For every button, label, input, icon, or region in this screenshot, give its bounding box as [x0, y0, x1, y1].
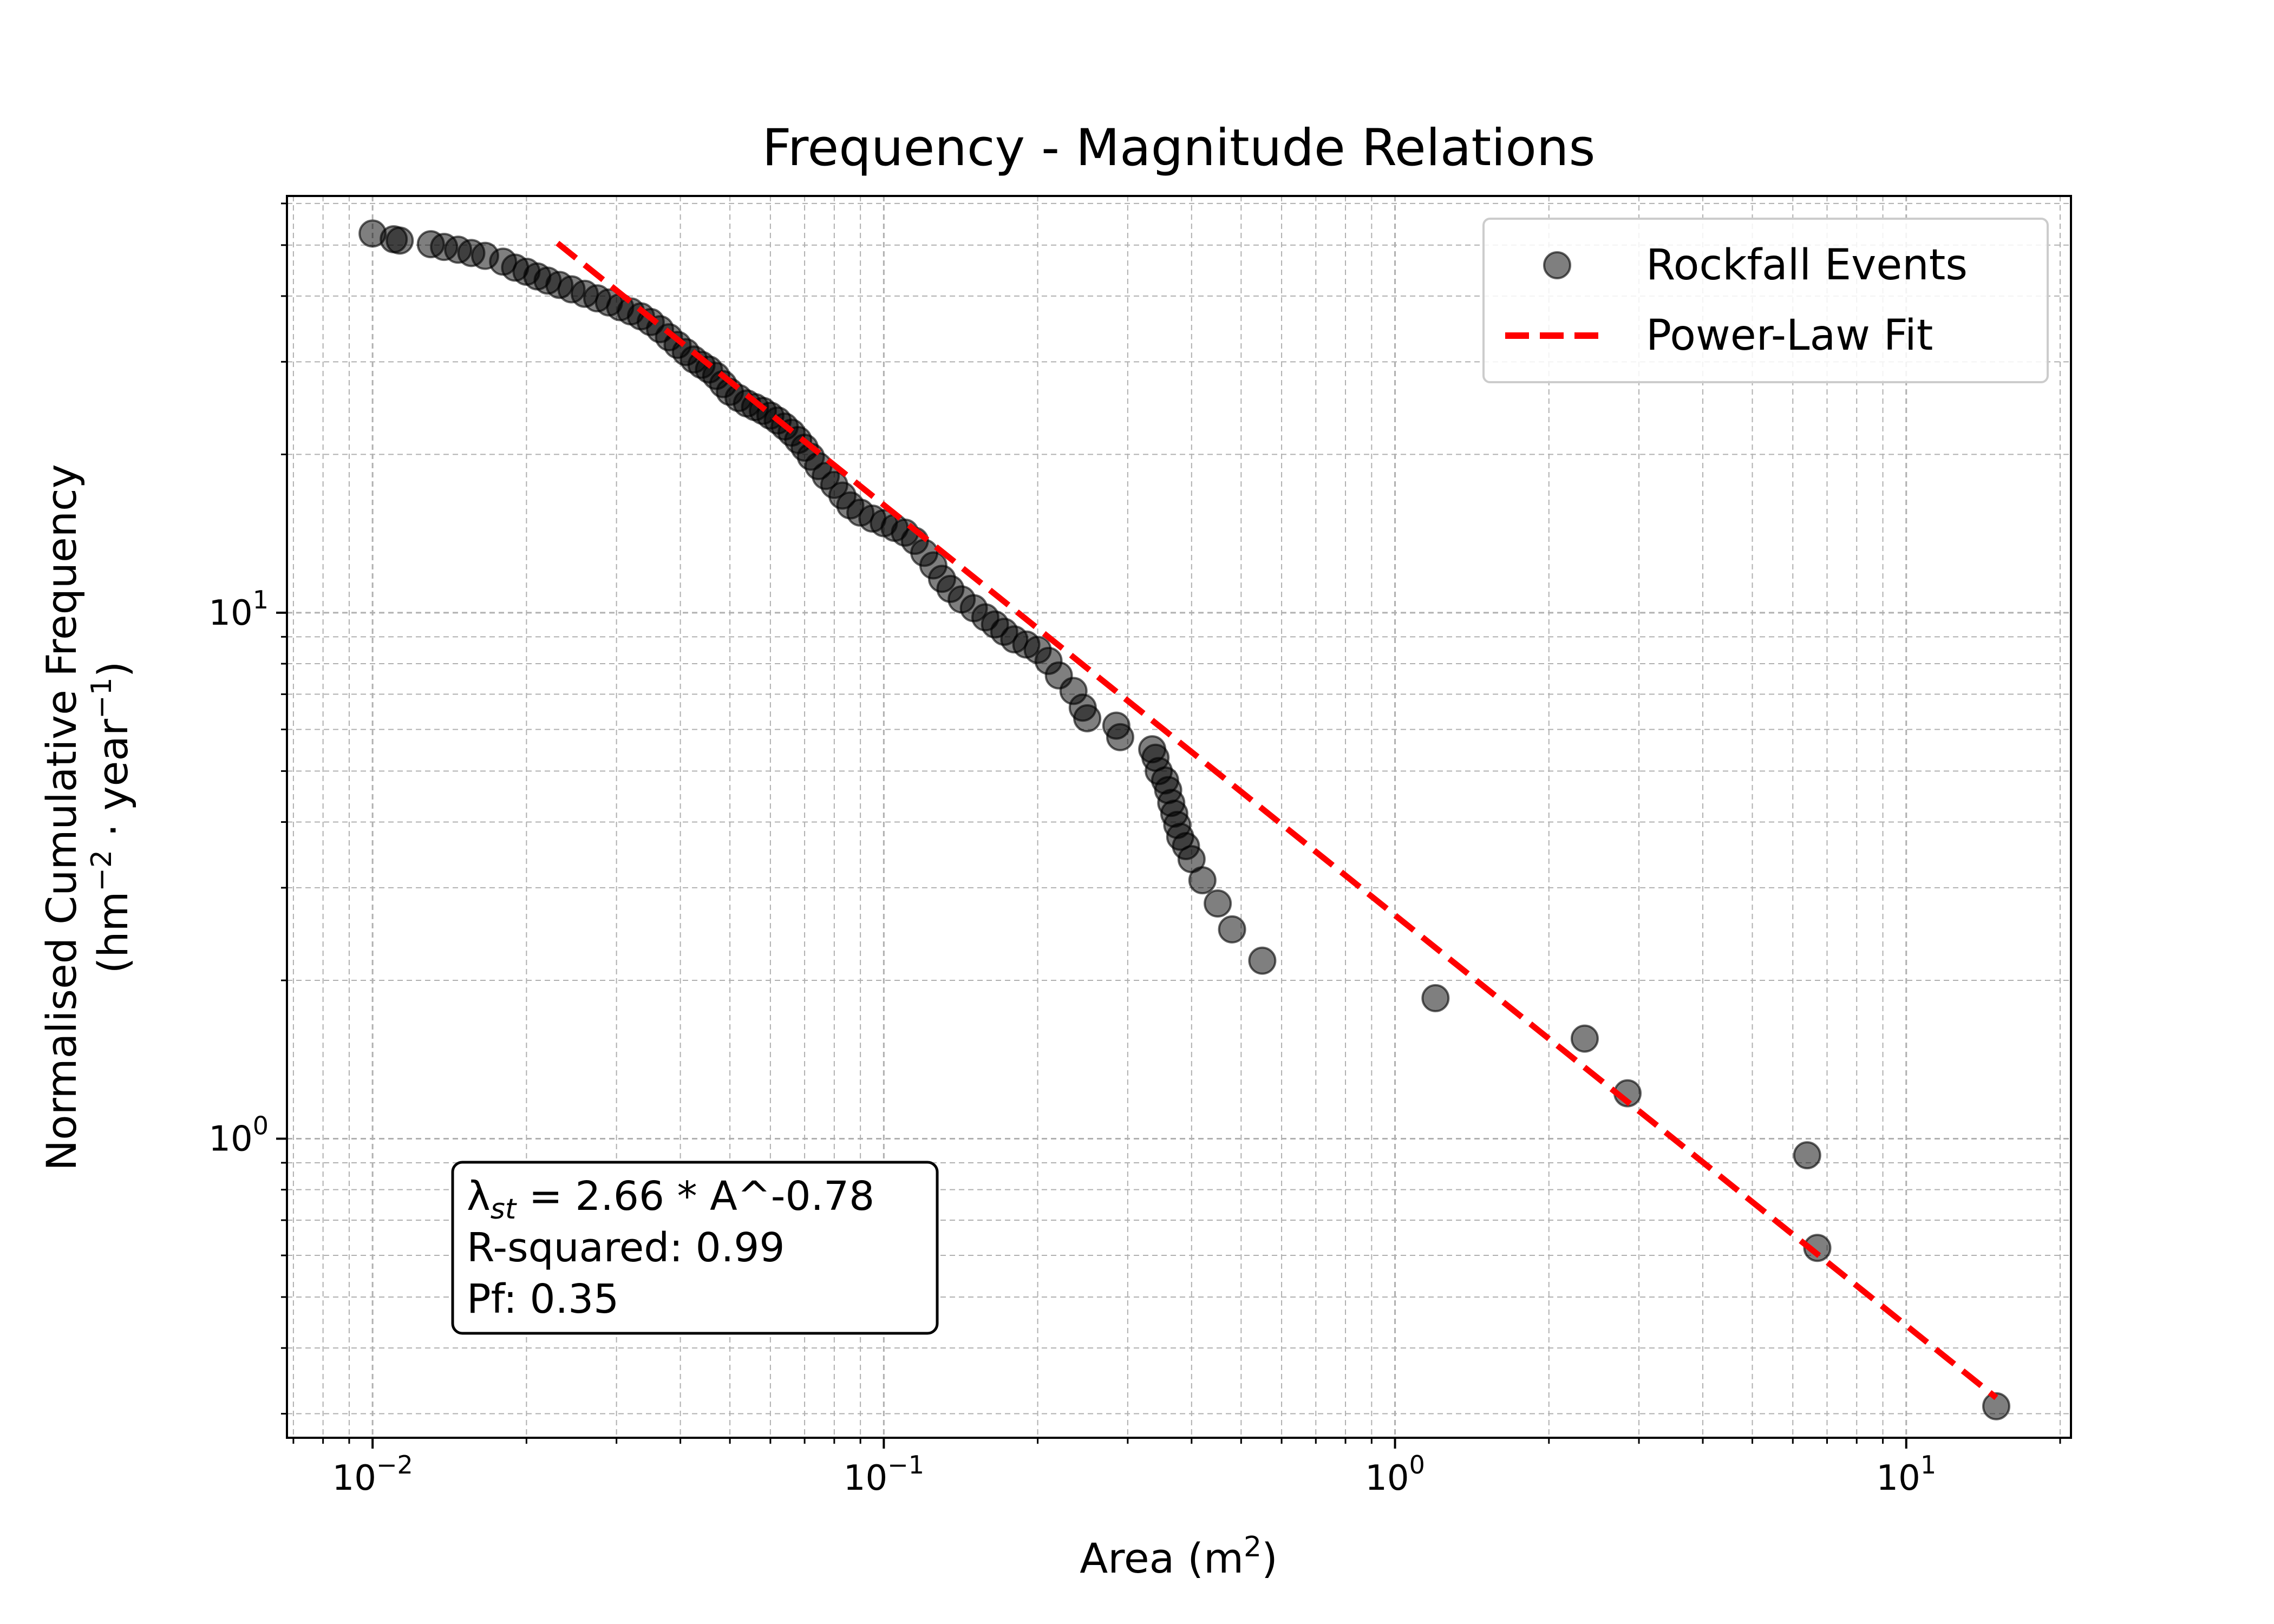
x-tick-label: 100: [1365, 1450, 1425, 1498]
legend-box: [1482, 218, 2049, 383]
rockfall-event-point: [1106, 723, 1134, 751]
annotation-equation: λst = 2.66 * A^-0.78: [467, 1173, 874, 1226]
rockfall-event-point: [385, 226, 414, 255]
rockfall-event-point: [1248, 946, 1277, 975]
data-layer: [358, 219, 2011, 1420]
rockfall-event-point: [1793, 1141, 1821, 1170]
chart-title: Frequency - Magnitude Relations: [762, 119, 1596, 178]
rockfall-event-point: [1204, 889, 1232, 918]
legend-label-rockfall-events: Rockfall Events: [1646, 241, 1968, 290]
legend-marker-rockfall-events: [1543, 251, 1571, 279]
rockfall-event-point: [1218, 915, 1246, 944]
rockfall-event-point: [1073, 704, 1102, 732]
y-axis-label-line1: Normalised Cumulative Frequency: [37, 464, 86, 1170]
y-tick-label: 100: [208, 1111, 269, 1160]
rockfall-event-point: [1803, 1234, 1832, 1262]
power-law-fit-line: [556, 240, 1998, 1400]
x-axis-label: Area (m2): [1080, 1531, 1278, 1582]
rockfall-event-point: [1421, 984, 1450, 1012]
x-tick-label: 10−2: [332, 1450, 413, 1498]
y-tick-label: 101: [208, 585, 269, 633]
annotation-r-squared: R-squared: 0.99: [467, 1224, 785, 1271]
legend: Rockfall Events Power-Law Fit: [1482, 218, 2049, 383]
plot-frame: [286, 195, 2072, 1439]
y-axis-label-line2: (hm−2 · year−1): [86, 662, 137, 974]
rockfall-event-point: [1188, 866, 1217, 895]
fit-annotation-box: λst = 2.66 * A^-0.78 R-squared: 0.99 Pf:…: [451, 1161, 939, 1335]
axis-ticks: 10−2 10−1 100 101 100 101: [208, 202, 2061, 1498]
annotation-pf: Pf: 0.35: [467, 1276, 619, 1322]
legend-label-power-law-fit: Power-Law Fit: [1646, 311, 1933, 360]
rockfall-event-point: [1570, 1024, 1599, 1053]
rockfall-event-point: [1982, 1392, 2011, 1420]
x-tick-label: 101: [1876, 1450, 1936, 1498]
x-tick-label: 10−1: [844, 1450, 924, 1498]
annotation-frame: [451, 1161, 939, 1335]
y-axis-label: Normalised Cumulative Frequency (hm−2 · …: [37, 464, 137, 1170]
